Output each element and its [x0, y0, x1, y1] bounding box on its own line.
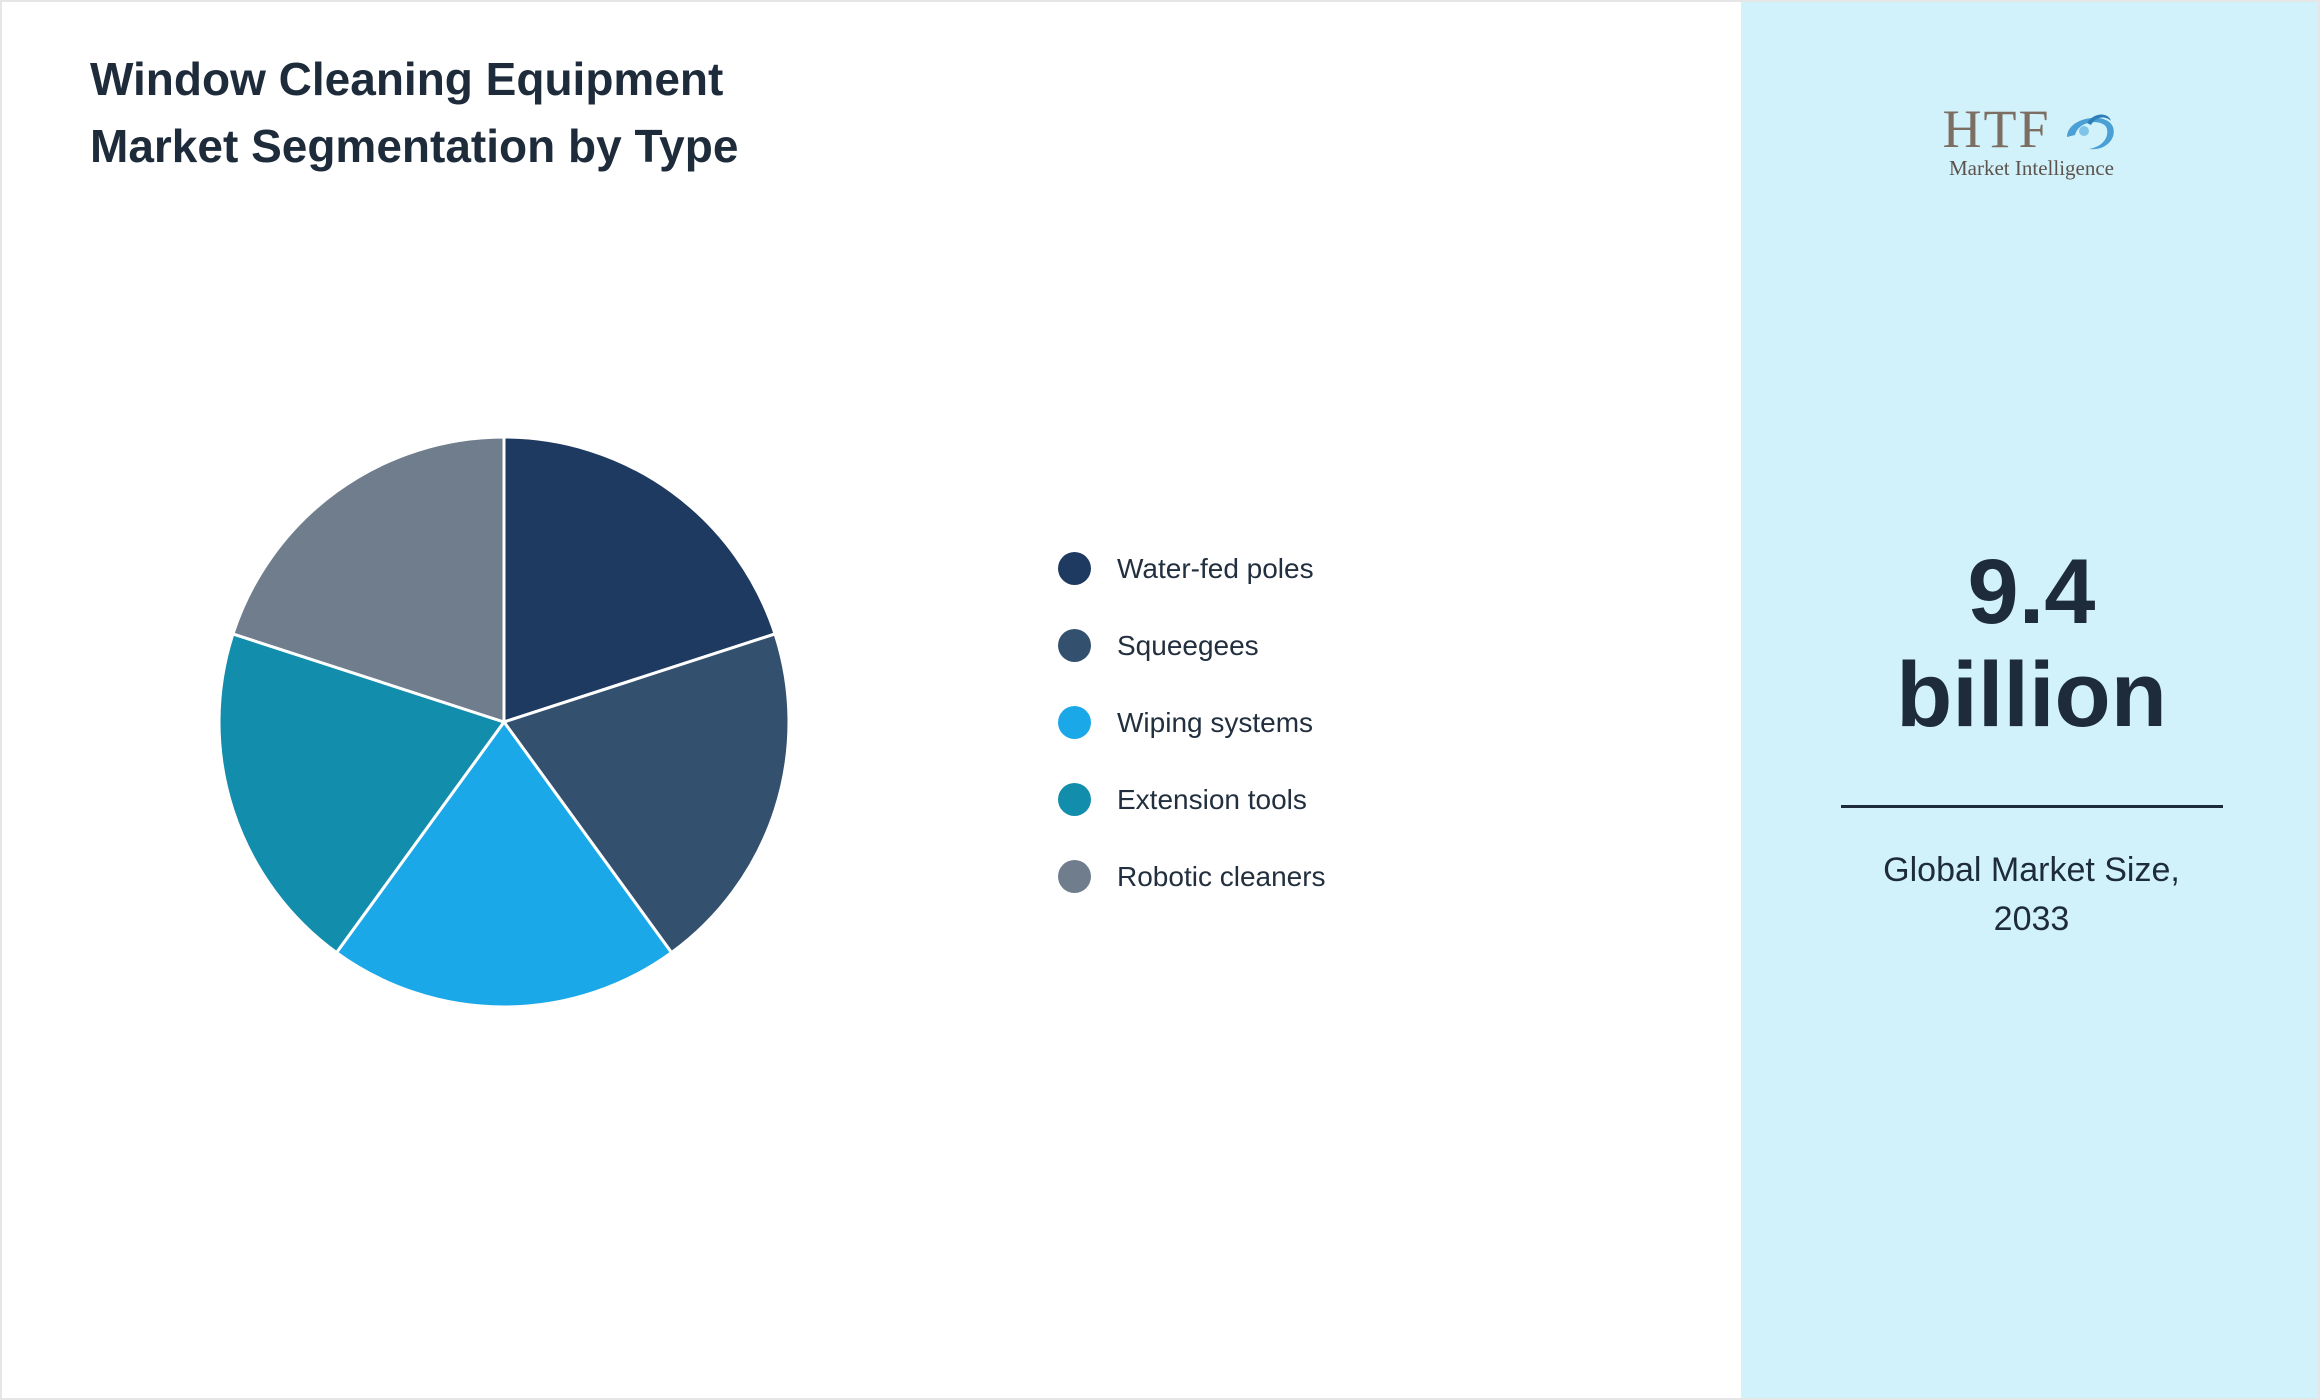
legend-item: Extension tools [1058, 761, 1326, 838]
legend-swatch-icon [1058, 706, 1091, 739]
chart-legend: Water-fed poles Squeegees Wiping systems… [1058, 530, 1326, 915]
legend-label: Squeegees [1117, 629, 1259, 661]
page-title-line2: Market Segmentation by Type [90, 119, 739, 172]
legend-item: Squeegees [1058, 607, 1326, 684]
pie-chart [204, 422, 804, 1022]
legend-swatch-icon [1058, 860, 1091, 893]
market-size-caption-line1: Global Market Size, [1883, 850, 2180, 889]
brand-logo-subtext: Market Intelligence [1948, 156, 2114, 180]
market-size-caption: Global Market Size, 2033 [1741, 846, 2318, 945]
market-size-block: 9.4 billion Global Market Size, 2033 [1741, 541, 2318, 945]
market-size-unit: billion [1896, 644, 2167, 747]
legend-swatch-icon [1058, 629, 1091, 662]
brand-logo: HTF Market Intelligence [1741, 98, 2318, 181]
legend-label: Water-fed poles [1117, 552, 1314, 584]
pie-slice-2 [334, 720, 674, 1009]
legend-swatch-icon [1058, 783, 1091, 816]
market-size-caption-line2: 2033 [1993, 900, 2070, 939]
pie-chart-svg [217, 435, 791, 1009]
legend-item: Wiping systems [1058, 684, 1326, 761]
legend-swatch-icon [1058, 552, 1091, 585]
pie-slice-4 [231, 435, 506, 724]
legend-item: Water-fed poles [1058, 530, 1326, 607]
pie-slice-3 [217, 632, 506, 955]
brand-logo-text: HTF [1942, 99, 2051, 159]
divider-line [1840, 804, 2223, 808]
legend-item: Robotic cleaners [1058, 838, 1326, 915]
pie-slice-1 [502, 632, 791, 955]
legend-label: Wiping systems [1117, 706, 1314, 738]
legend-label: Extension tools [1117, 783, 1307, 815]
market-size-value: 9.4 [1967, 541, 2096, 643]
pie-slice-0 [502, 435, 777, 724]
page-title: Window Cleaning Equipment Market Segment… [90, 46, 738, 179]
dolphin-logo-icon [2066, 114, 2114, 150]
page-title-line1: Window Cleaning Equipment [90, 53, 724, 105]
sidebar-market-size-panel: HTF Market Intelligence 9.4 billion Glob… [1741, 2, 2318, 1398]
legend-label: Robotic cleaners [1117, 860, 1326, 892]
